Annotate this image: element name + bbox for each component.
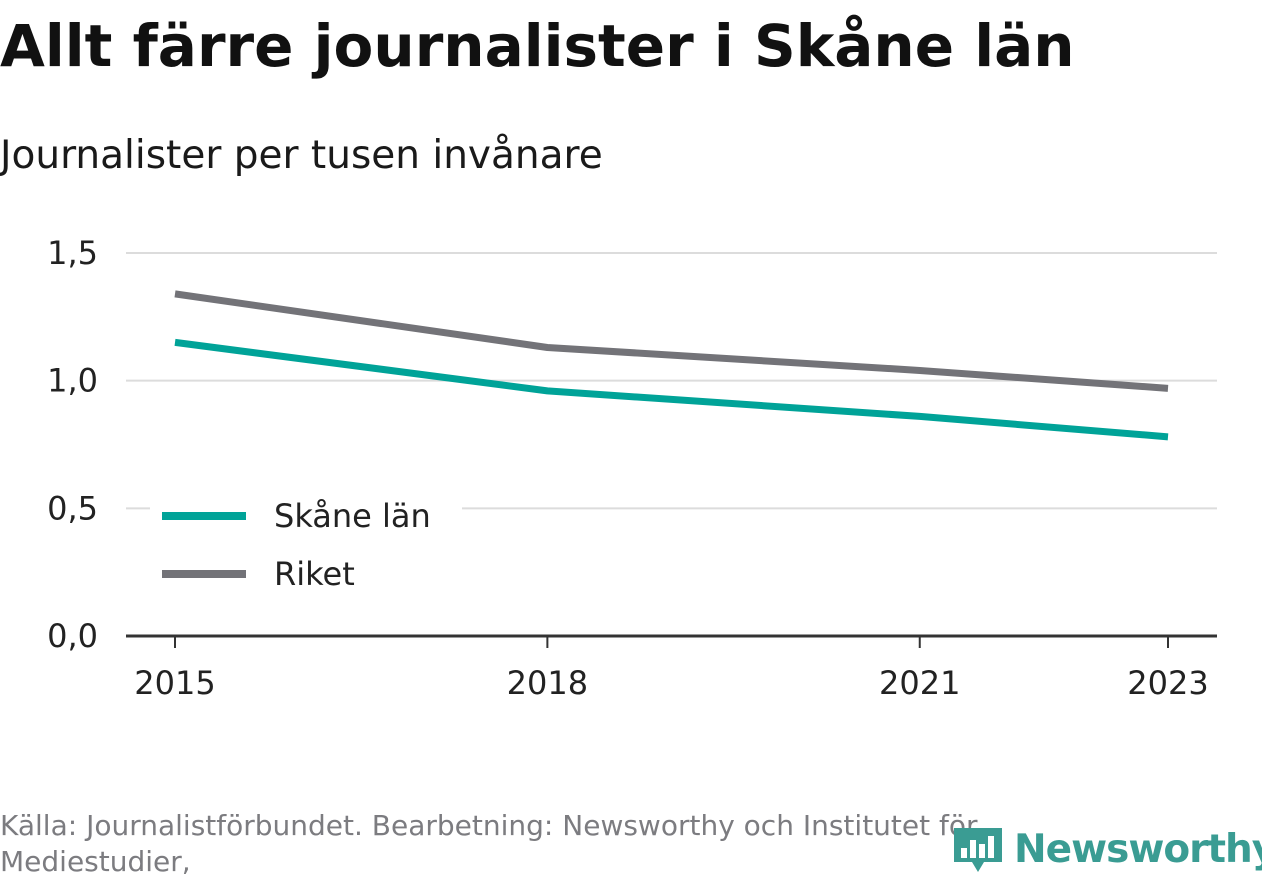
newsworthy-logo: Newsworthy	[950, 820, 1262, 880]
x-tick-label: 2018	[507, 664, 588, 702]
series-lines	[174, 290, 1169, 441]
y-tick-label: 1,5	[47, 234, 98, 272]
logo-text: Newsworthy	[1014, 827, 1262, 872]
legend-label: Riket	[274, 555, 355, 593]
line-chart: 0,0 0,5 1,0 1,5 2015 2018 2021 2023 Skåne län Ri…	[47, 234, 1217, 702]
bar-chart-icon	[954, 828, 1002, 872]
series-line-riket	[174, 290, 1169, 392]
source-note: Källa: Journalistförbundet. Bearbetning:…	[0, 809, 978, 878]
legend-label: Skåne län	[274, 497, 431, 535]
x-tick-label: 2015	[134, 664, 215, 702]
x-tick-label: 2023	[1127, 664, 1208, 702]
series-line-skåne-län	[174, 338, 1169, 441]
axes: 0,0 0,5 1,0 1,5 2015 2018 2021 2023	[47, 234, 1217, 702]
legend: Skåne län Riket	[150, 488, 462, 600]
y-tick-label: 0,0	[47, 617, 98, 655]
legend-background	[150, 488, 462, 600]
chart-title: Allt färre journalister i Skåne län	[0, 12, 1075, 80]
x-tick-label: 2021	[879, 664, 960, 702]
y-tick-label: 0,5	[47, 489, 98, 527]
chart-subtitle: Journalister per tusen invånare	[0, 133, 603, 178]
y-tick-label: 1,0	[47, 362, 98, 400]
